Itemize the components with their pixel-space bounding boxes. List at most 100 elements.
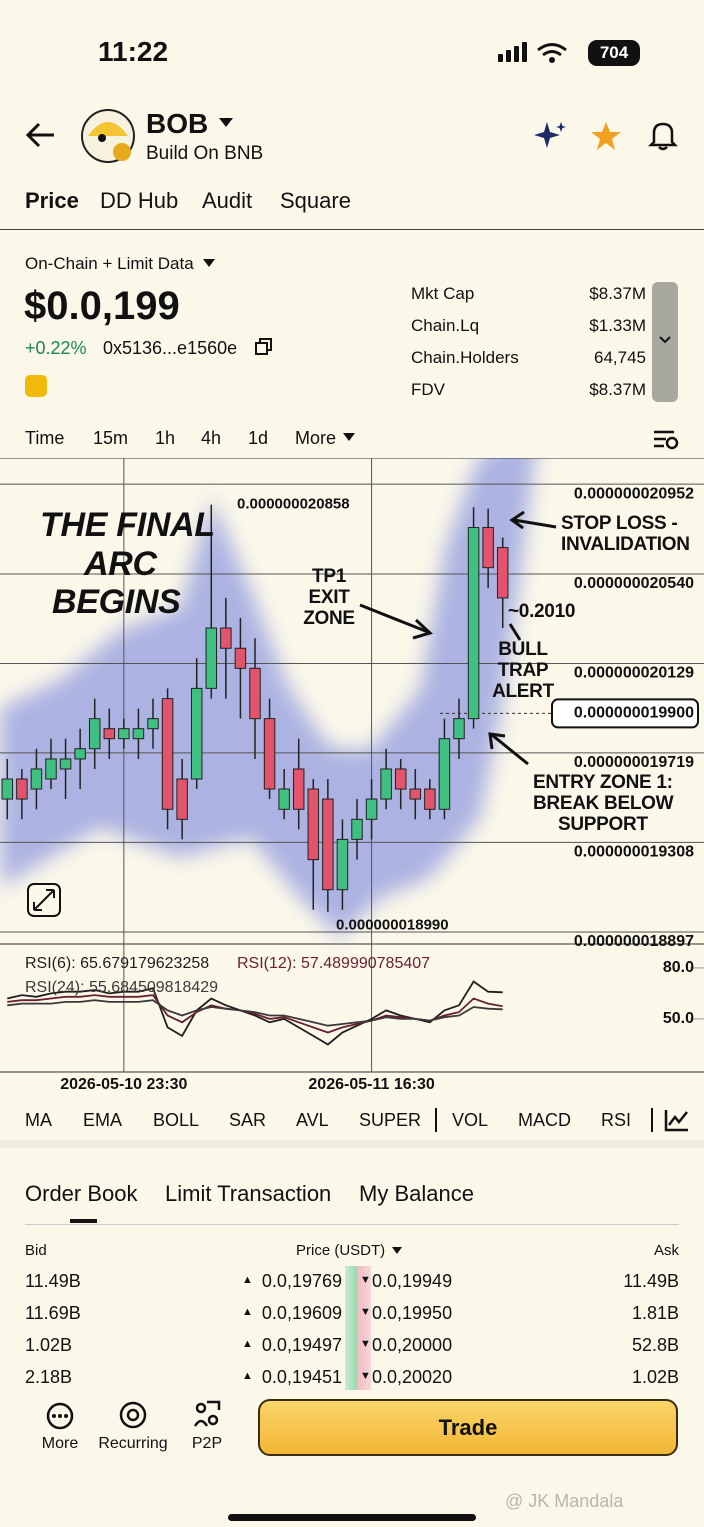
- status-time: 11:22: [98, 36, 169, 67]
- dropdown-icon: [343, 433, 355, 441]
- chevron-icon: [659, 336, 671, 344]
- marks: 0.000000019900 0.000000020858 0.0000000189…: [1, 496, 699, 1046]
- order-tab[interactable]: Limit Transaction: [165, 1181, 332, 1206]
- bid-depth: [345, 1266, 357, 1390]
- candle-body: [351, 818, 363, 840]
- bid-arrow: ▲: [242, 1306, 253, 1318]
- candle-body: [16, 778, 28, 800]
- separator: [651, 1108, 653, 1132]
- copy-icon[interactable]: [255, 338, 273, 356]
- bid-size: 11.49B: [25, 1271, 81, 1291]
- favorite-icon[interactable]: [590, 120, 622, 152]
- candle-body: [249, 667, 261, 720]
- battery: 704: [588, 40, 640, 66]
- timeframe[interactable]: More: [295, 428, 337, 448]
- candle-body: [496, 547, 509, 599]
- candle-body: [322, 798, 334, 891]
- bid-price: 0.0,19497: [261, 1335, 342, 1355]
- nav-label[interactable]: Recurring: [98, 1435, 168, 1452]
- token-symbol: BOB: [146, 108, 209, 139]
- status-icons: [498, 42, 567, 63]
- bid-size: 2.18B: [25, 1367, 73, 1387]
- annotation-stop-loss: INVALIDATION: [561, 534, 690, 555]
- indicator-settings-icon[interactable]: [664, 1108, 690, 1132]
- candle-body: [409, 788, 422, 800]
- candle-body: [74, 748, 86, 760]
- page-tab[interactable]: Square: [280, 188, 351, 213]
- timeframe[interactable]: Time: [25, 428, 65, 448]
- annotation-arrows: [359, 510, 557, 766]
- indicator[interactable]: EMA: [83, 1110, 123, 1130]
- candle-body: [220, 627, 232, 649]
- timeframe[interactable]: 1d: [248, 428, 269, 448]
- legend-entry: RSI(12): 57.489990785407: [237, 955, 430, 972]
- stat-label: Chain.Holders: [411, 348, 519, 367]
- indicator[interactable]: BOLL: [153, 1110, 200, 1130]
- candle-body: [394, 768, 407, 790]
- nav-label[interactable]: More: [41, 1435, 79, 1452]
- annotation-entry: ENTRY ZONE 1:: [533, 772, 673, 793]
- page-tab[interactable]: Audit: [202, 188, 253, 213]
- candle-body: [161, 698, 174, 810]
- rsi-line: [7, 994, 503, 1034]
- stat-value: $8.37M: [589, 284, 646, 303]
- candle-body: [453, 718, 465, 740]
- stat-value: $8.37M: [589, 380, 646, 399]
- dropdown-icon[interactable]: [218, 116, 234, 128]
- column-header: Price (USDT): [296, 1242, 386, 1259]
- more-icon[interactable]: [46, 1402, 74, 1430]
- order-tab[interactable]: Order Book: [25, 1181, 138, 1206]
- high-label: 0.000000020858: [237, 496, 350, 513]
- current-price: $0.0,199: [24, 284, 180, 328]
- data-source[interactable]: On-Chain + Limit Data: [25, 254, 194, 273]
- chart-settings-icon[interactable]: [652, 428, 680, 450]
- timeframe[interactable]: 4h: [201, 428, 222, 448]
- back-button[interactable]: [24, 118, 58, 152]
- candle-body: [59, 758, 72, 770]
- nav-label[interactable]: P2P: [191, 1435, 223, 1452]
- stat-label: Chain.Lq: [411, 316, 480, 335]
- annotation-entry: BREAK BELOW: [533, 793, 674, 814]
- dropdown-icon: [203, 259, 215, 267]
- ai-icon[interactable]: [533, 120, 569, 152]
- price-change: +0.22%: [25, 338, 87, 358]
- ask-price: 0.0,19950: [372, 1303, 453, 1323]
- indicator[interactable]: VOL: [452, 1110, 489, 1130]
- indicator[interactable]: SUPER: [359, 1110, 422, 1130]
- annotation-stop-loss: STOP LOSS -: [561, 513, 678, 534]
- annotation-title: BEGINS: [52, 583, 181, 621]
- rsi-tick-label: 50.0: [663, 1010, 694, 1027]
- watermark: @ JK Mandala: [505, 1491, 624, 1511]
- indicator[interactable]: MA: [25, 1110, 52, 1130]
- ask-price: 0.0,20000: [372, 1335, 453, 1355]
- ask-arrow: ▼: [360, 1370, 371, 1382]
- page-tab[interactable]: Price: [25, 188, 79, 213]
- indicator[interactable]: SAR: [229, 1110, 267, 1130]
- timeframe[interactable]: 1h: [155, 428, 176, 448]
- section-divider: [0, 1140, 704, 1148]
- candle-body: [482, 527, 494, 569]
- stat-label: FDV: [411, 380, 445, 399]
- bid-price: 0.0,19769: [261, 1271, 342, 1291]
- indicator[interactable]: AVL: [296, 1110, 329, 1130]
- candle-body: [438, 738, 451, 810]
- order-tab[interactable]: My Balance: [359, 1181, 474, 1206]
- candle-body: [205, 627, 218, 689]
- trade-button[interactable]: Trade: [258, 1399, 678, 1456]
- chain-badge: [25, 375, 47, 397]
- indicator[interactable]: RSI: [601, 1110, 632, 1130]
- candle-body: [190, 687, 203, 780]
- bid-arrow: ▲: [242, 1338, 253, 1350]
- recurring-icon[interactable]: [118, 1400, 148, 1430]
- indicator[interactable]: MACD: [518, 1110, 571, 1130]
- y-tick-label: 0.000000018897: [574, 933, 694, 950]
- timeframe[interactable]: 15m: [93, 428, 129, 448]
- candle-body: [118, 728, 130, 740]
- x-tick-label: 2026-05-10 23:30: [60, 1076, 187, 1093]
- annotation-bull-trap: ALERT: [492, 681, 554, 702]
- alert-icon[interactable]: [648, 120, 678, 152]
- p2p-icon[interactable]: [193, 1400, 221, 1430]
- page-tab[interactable]: DD Hub: [100, 188, 179, 213]
- candle-body: [380, 768, 392, 800]
